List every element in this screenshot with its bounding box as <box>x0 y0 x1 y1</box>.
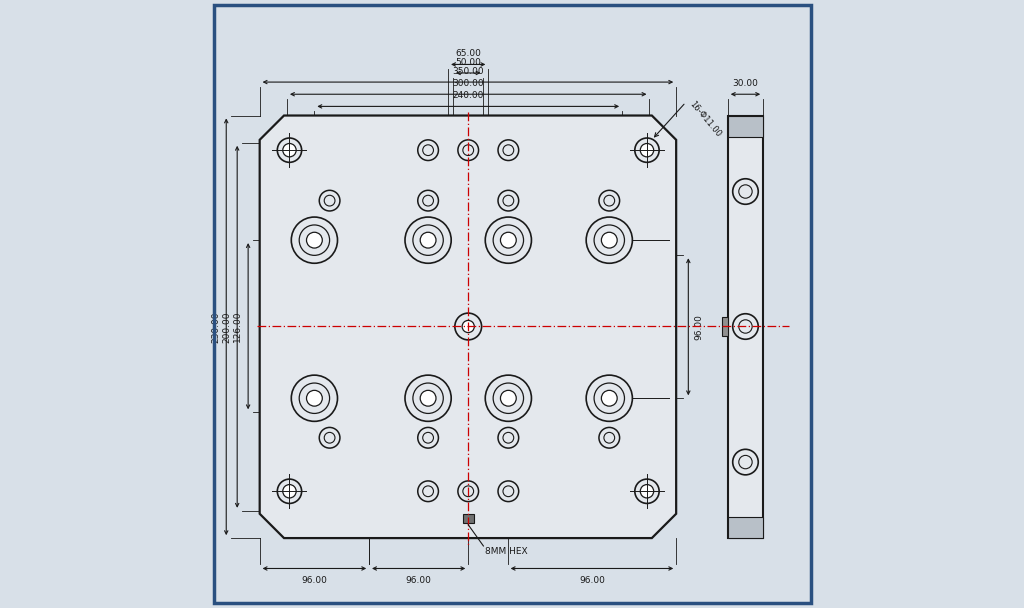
Text: 65.00: 65.00 <box>456 49 481 58</box>
Circle shape <box>640 485 653 498</box>
Text: 230.00: 230.00 <box>211 311 220 342</box>
Text: 30.00: 30.00 <box>732 79 759 88</box>
Text: 96.00: 96.00 <box>406 576 431 585</box>
Polygon shape <box>260 116 676 538</box>
Bar <box>728 116 763 137</box>
Circle shape <box>601 232 617 248</box>
Text: 240.00: 240.00 <box>453 91 484 100</box>
Bar <box>728 116 763 538</box>
Bar <box>728 517 763 538</box>
Text: 50.00: 50.00 <box>456 58 481 67</box>
Circle shape <box>601 390 617 406</box>
Text: 126.00: 126.00 <box>233 311 242 342</box>
Text: 96.00: 96.00 <box>579 576 605 585</box>
Text: 350.00: 350.00 <box>453 67 483 76</box>
Circle shape <box>306 390 323 406</box>
Circle shape <box>501 232 516 248</box>
Text: 96.00: 96.00 <box>301 576 328 585</box>
Circle shape <box>501 390 516 406</box>
Circle shape <box>306 232 323 248</box>
Circle shape <box>420 232 436 248</box>
Text: 16-Φ11.00: 16-Φ11.00 <box>688 99 723 139</box>
Bar <box>722 317 728 336</box>
Bar <box>463 514 474 523</box>
Circle shape <box>462 320 474 333</box>
Circle shape <box>640 143 653 157</box>
Circle shape <box>283 485 296 498</box>
Text: 96.00: 96.00 <box>694 314 703 340</box>
Circle shape <box>283 143 296 157</box>
Circle shape <box>420 390 436 406</box>
Text: 8MM HEX: 8MM HEX <box>485 547 528 556</box>
Text: 300.00: 300.00 <box>453 79 484 88</box>
Text: 200.00: 200.00 <box>222 311 231 342</box>
